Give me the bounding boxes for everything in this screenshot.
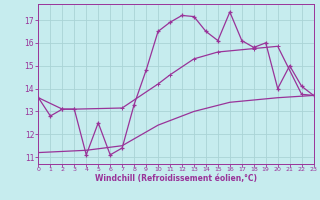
X-axis label: Windchill (Refroidissement éolien,°C): Windchill (Refroidissement éolien,°C) — [95, 174, 257, 183]
